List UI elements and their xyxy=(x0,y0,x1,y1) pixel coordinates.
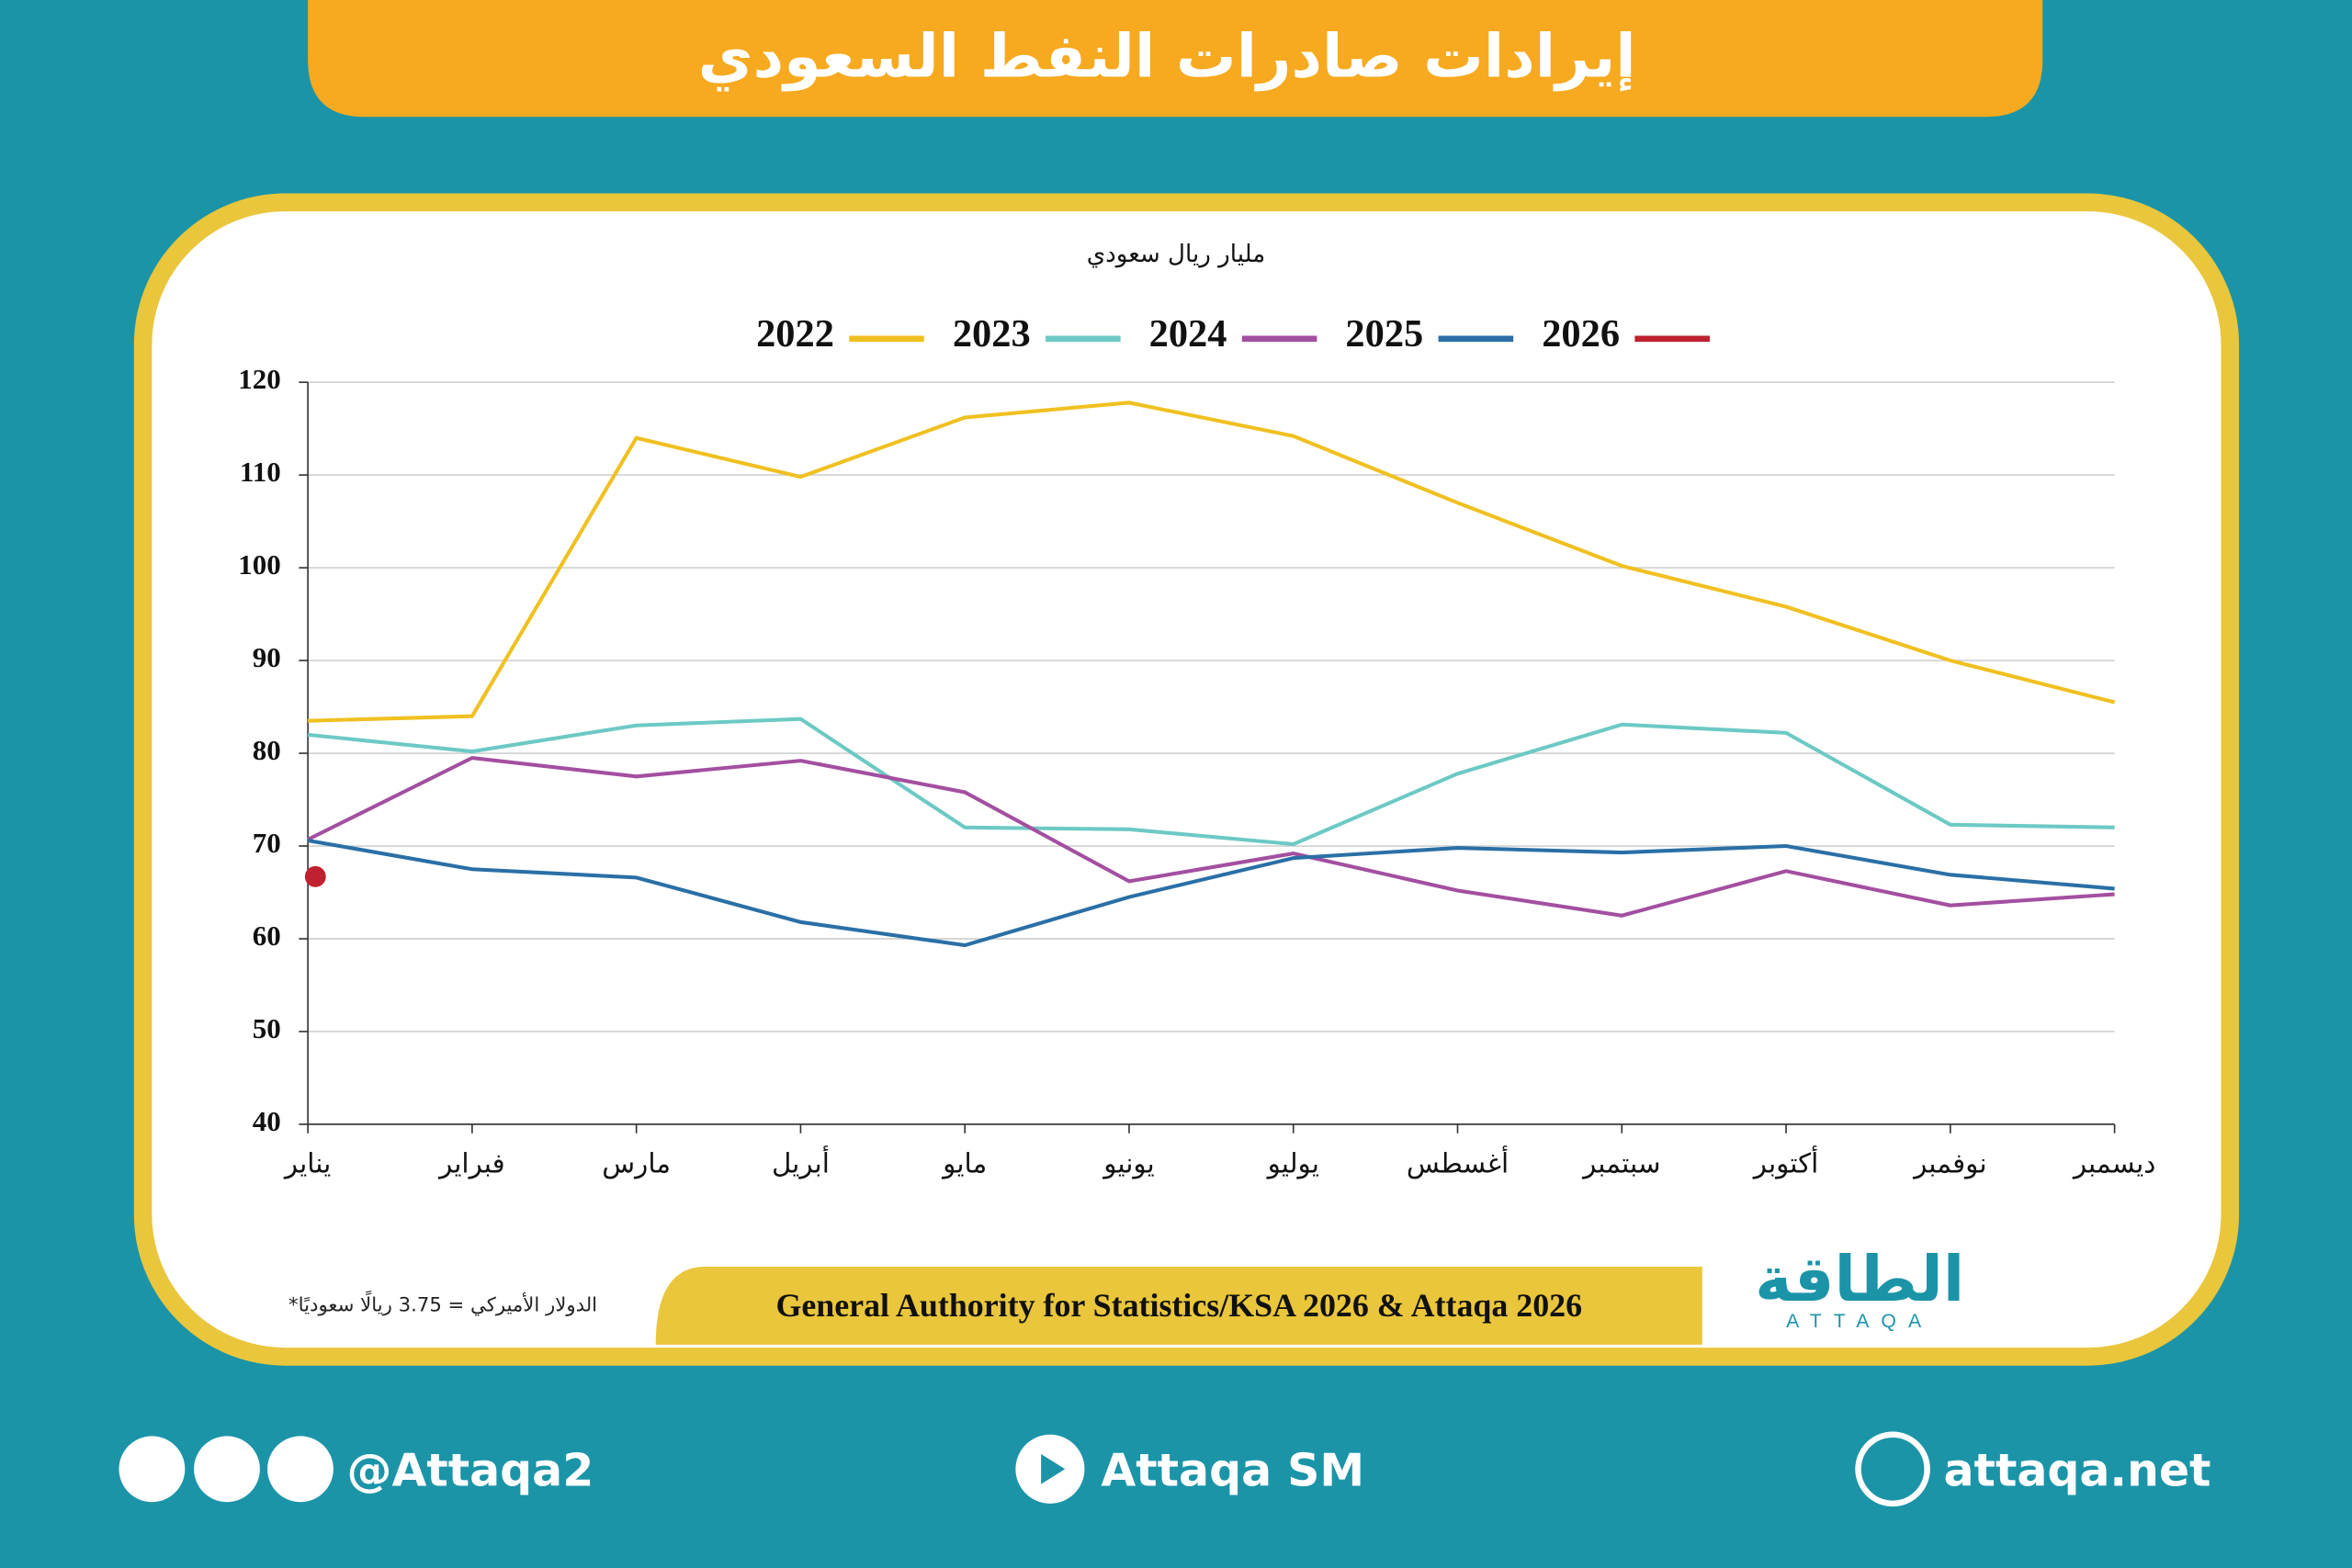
series-line xyxy=(307,756,2115,918)
chart-panel xyxy=(133,193,2240,1366)
youtube-handle[interactable]: Attaqa SM xyxy=(1101,1445,1364,1497)
social-handle[interactable]: @Attaqa2 xyxy=(347,1445,594,1497)
y-tick-label: 40 xyxy=(253,1105,281,1137)
series-line xyxy=(307,838,2115,948)
x-tick-label: أكتوبر xyxy=(1752,1145,1819,1179)
y-tick-label: 70 xyxy=(253,827,281,859)
instagram-icon[interactable] xyxy=(194,1436,260,1503)
title: إيرادات صادرات النفط السعودي xyxy=(698,21,1636,92)
y-tick-label: 90 xyxy=(253,641,281,673)
y-tick-label: 110 xyxy=(240,456,281,488)
series-line xyxy=(308,400,2116,723)
x-tick-label: مايو xyxy=(941,1148,987,1179)
x-tick-label: أبريل xyxy=(772,1145,830,1179)
legend-label: 2025 xyxy=(1345,312,1423,355)
source: General Authority for Statistics/KSA 202… xyxy=(775,1287,1582,1324)
title-banner xyxy=(308,0,2043,118)
footnote: *الدولار الأميركي = 3.75 ريالًا سعوديًا xyxy=(288,1291,597,1317)
x-tick-label: مارس xyxy=(602,1148,671,1179)
legend-label: 2024 xyxy=(1149,312,1227,355)
footer: @Attaqa2 Attaqa SM attaqa.net xyxy=(119,1431,2211,1507)
logo-latin: ATTAQA xyxy=(1786,1311,1933,1332)
legend-label: 2026 xyxy=(1542,312,1620,355)
x-tick-label: فبراير xyxy=(437,1148,505,1179)
x-tick-label: ديسمبر xyxy=(2072,1148,2155,1179)
x-icon[interactable] xyxy=(119,1436,186,1503)
y-tick-label: 120 xyxy=(238,363,281,395)
website[interactable]: attaqa.net xyxy=(1944,1445,2211,1497)
x-tick-label: نوفمبر xyxy=(1912,1148,1986,1179)
source-pill xyxy=(655,1266,1702,1345)
web-icon[interactable] xyxy=(1855,1431,1930,1507)
x-tick-label: سبتمبر xyxy=(1581,1148,1660,1179)
y-tick-label: 80 xyxy=(253,734,281,766)
legend-label: 2022 xyxy=(756,312,834,355)
y-tick-label: 50 xyxy=(253,1012,281,1044)
youtube-play xyxy=(1041,1453,1066,1484)
facebook-icon[interactable] xyxy=(267,1436,334,1503)
x-tick-label: يوليو xyxy=(1266,1148,1319,1179)
x-tick-label: يناير xyxy=(283,1148,331,1179)
logo-arabic: الطاقة xyxy=(1755,1243,1964,1316)
y-axis-label: مليار ريال سعودي xyxy=(1087,241,1266,268)
x-tick-label: أغسطس xyxy=(1407,1145,1509,1179)
y-tick-label: 60 xyxy=(253,919,281,952)
x-tick-label: يونيو xyxy=(1102,1148,1155,1179)
series-line xyxy=(307,716,2115,847)
y-tick-label: 100 xyxy=(238,548,281,581)
plot: 40 50 60 70 80 90 100 110 120 يناير فبراير مارس أبري… xyxy=(238,312,2155,1179)
legend-label: 2023 xyxy=(953,312,1031,355)
point xyxy=(304,865,326,887)
